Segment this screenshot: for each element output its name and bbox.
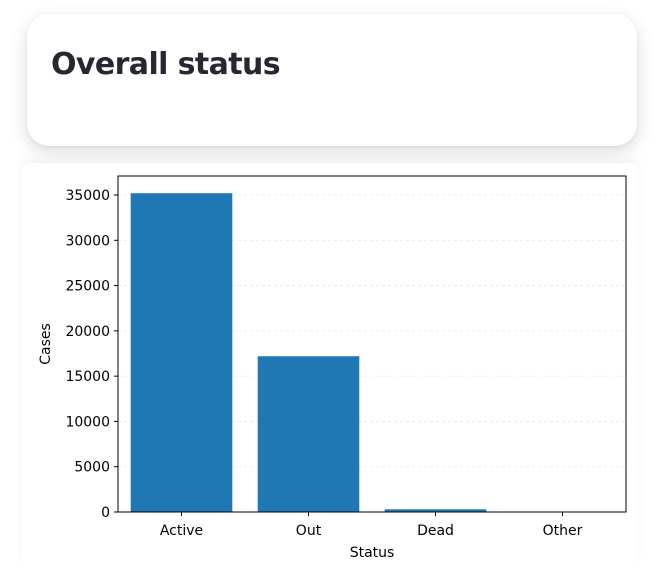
- y-axis-label: Cases: [38, 323, 54, 365]
- plot-frame: [117, 175, 627, 513]
- y-tick-label: 5000: [74, 460, 110, 476]
- bar-out: [257, 356, 360, 512]
- x-tick-label: Dead: [417, 523, 454, 539]
- y-tick-label: 25000: [65, 279, 110, 295]
- x-axis-label: Status: [350, 545, 395, 561]
- y-tick-label: 0: [101, 505, 110, 521]
- bar-dead: [384, 509, 487, 512]
- x-tick-label: Other: [543, 523, 583, 539]
- y-tick-label: 15000: [65, 369, 110, 385]
- y-tick-label: 10000: [65, 414, 110, 430]
- x-tick-label: Active: [160, 523, 203, 539]
- title-card: Overall status: [27, 14, 637, 146]
- y-tick-label: 30000: [65, 233, 110, 249]
- x-tick-label: Out: [296, 523, 322, 539]
- y-tick-label: 20000: [65, 324, 110, 340]
- y-tick-label: 35000: [65, 188, 110, 204]
- page-title: Overall status: [51, 47, 281, 82]
- bar-active: [130, 193, 233, 512]
